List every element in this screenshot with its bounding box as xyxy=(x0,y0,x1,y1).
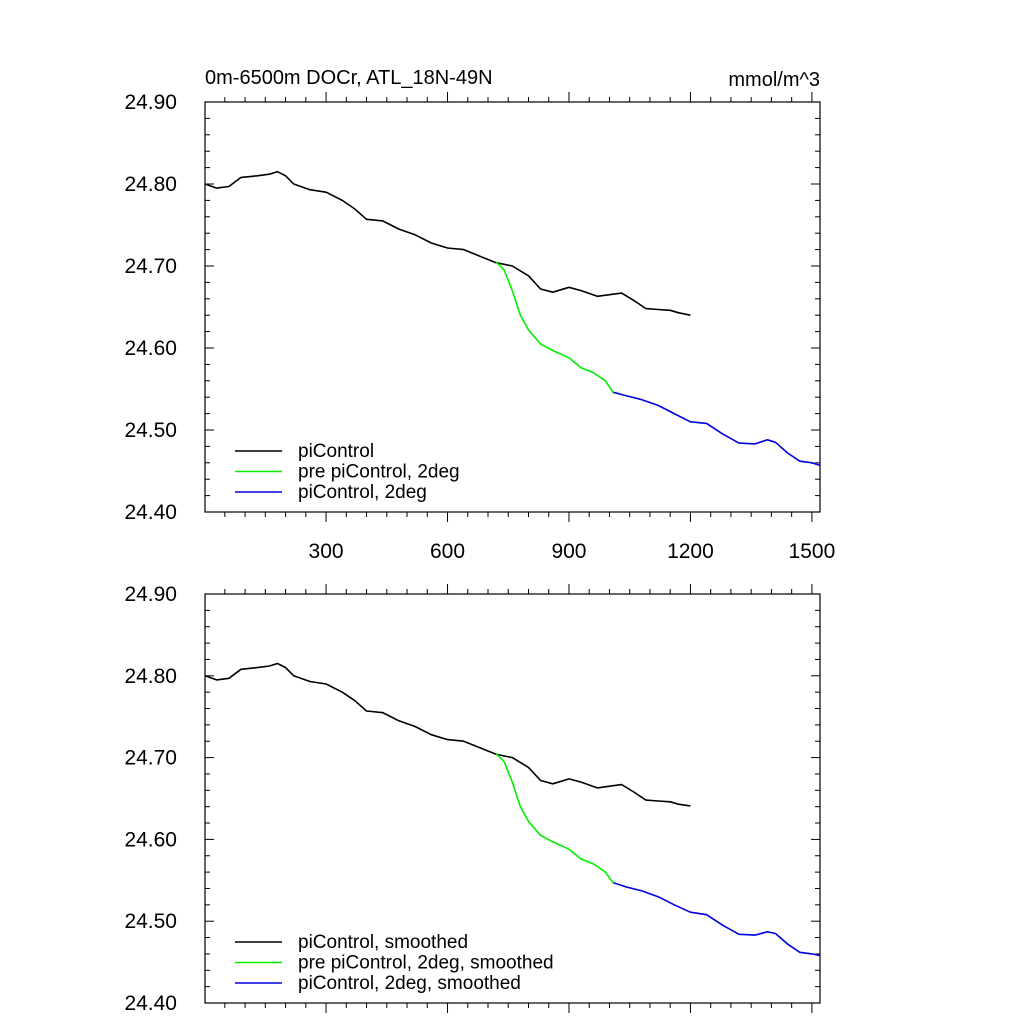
chart-panel-1: 24.40 24.50 24.60 24.70 24.80 24.90 300 600 900 1… xyxy=(124,91,835,563)
x-tick-label: 1200 xyxy=(667,540,714,563)
y-tick-label: 24.90 xyxy=(124,91,177,114)
legend-label: piControl, 2deg xyxy=(298,482,427,503)
x-tick-label: 600 xyxy=(430,540,465,563)
series-line-3 xyxy=(613,882,821,957)
y-tick-label: 24.50 xyxy=(124,419,177,442)
series-line-2 xyxy=(495,752,615,885)
chart-panel-2: 24.40 24.50 24.60 24.70 24.80 24.90 piControl,… xyxy=(124,583,821,1015)
series-line-1 xyxy=(204,662,691,807)
plot-frame xyxy=(204,593,821,1004)
y-tick-label: 24.90 xyxy=(124,583,177,606)
y-tick-label: 24.40 xyxy=(124,501,177,524)
x-tick-label: 300 xyxy=(309,540,344,563)
y-tick-label: 24.70 xyxy=(124,255,177,278)
legend-label: piControl xyxy=(298,441,374,462)
y-tick-label: 24.80 xyxy=(124,173,177,196)
x-tick-label: 1500 xyxy=(789,540,836,563)
legend-label: pre piControl, 2deg xyxy=(298,462,460,483)
series-line-2 xyxy=(495,261,615,394)
y-tick-label: 24.60 xyxy=(124,828,177,851)
series-line-1 xyxy=(204,170,691,316)
y-tick-label: 24.70 xyxy=(124,747,177,770)
legend-label: piControl, smoothed xyxy=(298,932,468,953)
y-tick-label: 24.80 xyxy=(124,665,177,688)
y-tick-label: 24.60 xyxy=(124,337,177,360)
x-tick-label: 900 xyxy=(551,540,586,563)
legend-label: piControl, 2deg, smoothed xyxy=(298,973,521,994)
series-line-3 xyxy=(613,391,821,467)
legend-label: pre piControl, 2deg, smoothed xyxy=(298,953,554,974)
units-label: mmol/m^3 xyxy=(728,69,820,91)
y-tick-label: 24.40 xyxy=(124,992,177,1015)
plot-frame xyxy=(204,101,821,513)
chart-title: 0m-6500m DOCr, ATL_18N-49N xyxy=(205,67,493,89)
y-tick-label: 24.50 xyxy=(124,910,177,933)
